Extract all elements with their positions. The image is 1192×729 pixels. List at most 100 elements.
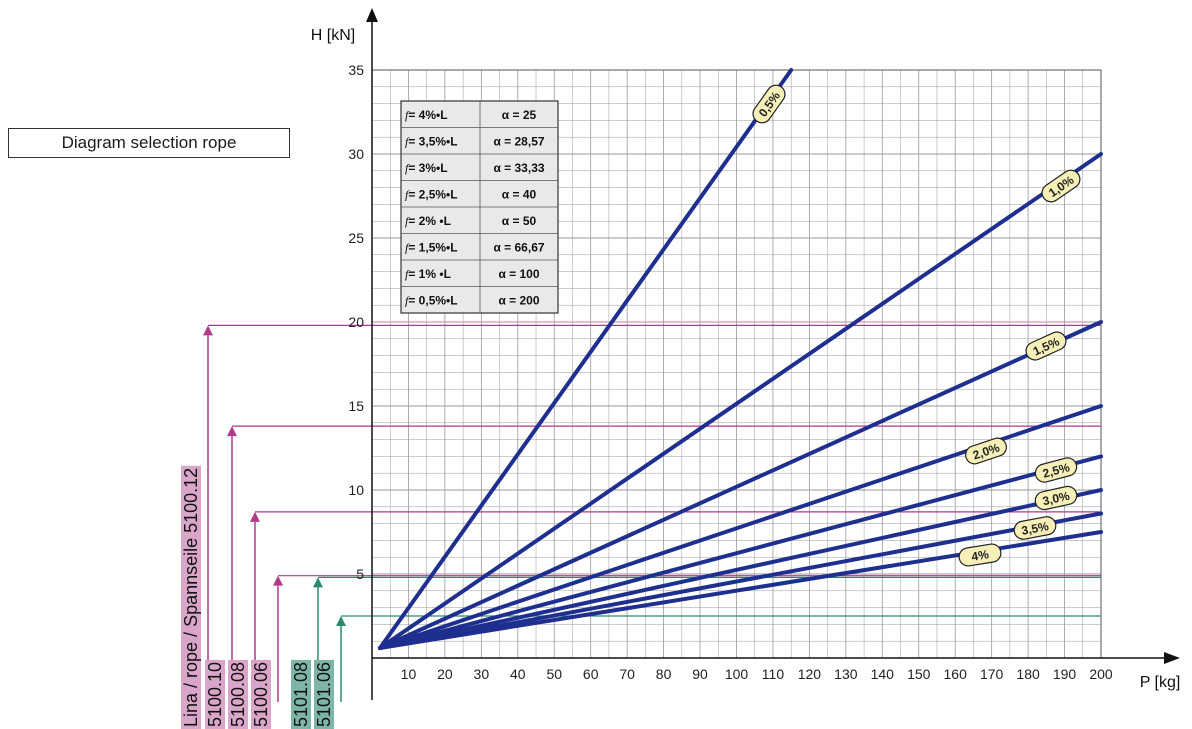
curve-label: 4% (958, 543, 1002, 567)
x-tick-label: 100 (725, 666, 749, 682)
y-tick-label: 35 (348, 62, 364, 78)
table-cell-sag: f= 1,5%•L (405, 241, 458, 255)
curve-label-bubble (1041, 169, 1081, 203)
curve-label-bubble (1013, 516, 1057, 540)
curve-label-bubble (965, 437, 1007, 465)
table-cell-alpha: α = 200 (498, 294, 539, 308)
table-cell-alpha: α = 100 (498, 267, 539, 281)
rope-arrow (227, 426, 237, 437)
y-tick-label: 15 (348, 398, 364, 414)
x-tick-label: 30 (474, 666, 490, 682)
rope-label: 5100.08 (228, 659, 248, 729)
x-tick-label: 40 (510, 666, 526, 682)
rope-label-bg (205, 659, 225, 729)
x-tick-label: 120 (798, 666, 822, 682)
series-line (378, 488, 1103, 650)
rope-label-bg (228, 659, 248, 729)
rope-label: 5100.06 (251, 659, 271, 729)
diagram-selection-title: Diagram selection rope (8, 128, 290, 158)
rope-label: 5101.06 (314, 659, 334, 729)
x-tick-label: 20 (437, 666, 453, 682)
rope-arrow (336, 616, 346, 626)
curve-label-bubble (1034, 457, 1078, 483)
rope-label: 5101.08 (291, 659, 311, 729)
rope-label: 5100.10 (205, 659, 225, 729)
y-tick-label: 5 (356, 566, 364, 582)
rope-label-bg (291, 659, 311, 729)
x-tick-label: 150 (907, 666, 931, 682)
x-tick-label: 110 (762, 666, 785, 682)
rope-label-bg (251, 659, 271, 729)
series-line (378, 320, 1103, 650)
table-cell-sag: f= 3%•L (405, 161, 448, 175)
curve-label: 3,0% (1034, 485, 1078, 511)
curve-label-bubble (1025, 331, 1067, 361)
curve-label-text: 2,5% (1041, 460, 1071, 481)
x-tick-label: 180 (1016, 666, 1040, 682)
table-cell-alpha: α = 25 (502, 108, 537, 122)
axes: 10 20 30 40 50 60 70 80 90 100 110 120 130 140 150 160 1… (311, 8, 1181, 700)
curve-label-bubble (752, 84, 786, 124)
table-cell-sag: f= 0,5%•L (405, 294, 458, 308)
x-tick-label: 170 (980, 666, 1004, 682)
curve-label-bubble (958, 543, 1002, 567)
rope-labels: Lina / rope / Spannseile 5100.12 5100.10 5… (181, 465, 334, 729)
rope-label-text: 5100.08 (228, 662, 248, 727)
x-tick-label: 90 (692, 666, 708, 682)
x-axis-label: P [kg] (1140, 674, 1181, 691)
sag-table: f= 4%•L α = 25 f= 3,5%•L α = 28,57 f= 3%•L α … (400, 100, 559, 314)
rope-label-text: 5101.06 (314, 662, 334, 727)
y-axis-arrow (366, 8, 378, 22)
x-tick-label: 190 (1053, 666, 1077, 682)
curve-labels: 0,5% 1,0% 1,5% 2,0% 2,5% 3,0% 3,5% 4% (752, 84, 1081, 567)
y-tick-label: 20 (348, 314, 364, 330)
x-tick-label: 50 (546, 666, 562, 682)
x-tick-label: 10 (401, 666, 417, 682)
table-cell-alpha: α = 33,33 (493, 161, 544, 175)
table-cell-alpha: α = 50 (502, 214, 537, 228)
rope-label-text: Lina / rope / Spannseile 5100.12 (181, 468, 201, 727)
curve-label-text: 3,5% (1020, 519, 1050, 538)
series-line (378, 511, 1103, 650)
curve-label: 2,0% (965, 437, 1007, 465)
y-tick-label: 25 (348, 230, 364, 246)
table-cell-alpha: α = 66,67 (493, 241, 544, 255)
table-cell-alpha: α = 40 (502, 188, 537, 202)
curve-label-text: 4% (970, 547, 990, 564)
rope-arrow (273, 575, 283, 586)
rope-arrow (313, 577, 323, 588)
rope-label-text: 5101.08 (291, 662, 311, 727)
y-tick-label: 10 (348, 482, 364, 498)
y-tick-label: 30 (348, 146, 364, 162)
series-line (378, 454, 1103, 650)
rope-label-text: 5100.06 (251, 662, 271, 727)
curve-label: 1,5% (1025, 331, 1067, 361)
curve-label-bubble (1034, 485, 1078, 511)
x-tick-label: 140 (871, 666, 895, 682)
table-cell-sag: f= 2% •L (405, 214, 451, 228)
curve-label: 1,0% (1041, 169, 1081, 203)
table-cell-sag: f= 2,5%•L (405, 188, 458, 202)
curve-label: 2,5% (1034, 457, 1078, 483)
x-tick-label: 160 (944, 666, 968, 682)
x-tick-label: 60 (583, 666, 599, 682)
rope-label-text: 5100.10 (205, 662, 225, 727)
rope-label-bg (181, 465, 201, 729)
curve-label-text: 3,0% (1041, 489, 1071, 509)
series-line (378, 152, 1103, 650)
rope-arrow (250, 511, 260, 522)
curve-label: 3,5% (1013, 516, 1057, 540)
table-cell-sag: f= 4%•L (405, 108, 448, 122)
rope-label-bg (314, 659, 334, 729)
table-cell-sag: f= 3,5%•L (405, 135, 458, 149)
x-tick-label: 130 (834, 666, 858, 682)
x-tick-label: 200 (1089, 666, 1113, 682)
series-line (378, 68, 794, 650)
table-cell-alpha: α = 28,57 (493, 135, 544, 149)
y-axis-label: H [kN] (311, 27, 355, 44)
rope-arrow (203, 325, 213, 336)
table-cell-sag: f= 1% •L (405, 267, 451, 281)
x-tick-label: 80 (656, 666, 672, 682)
x-axis-arrow (1164, 652, 1180, 664)
